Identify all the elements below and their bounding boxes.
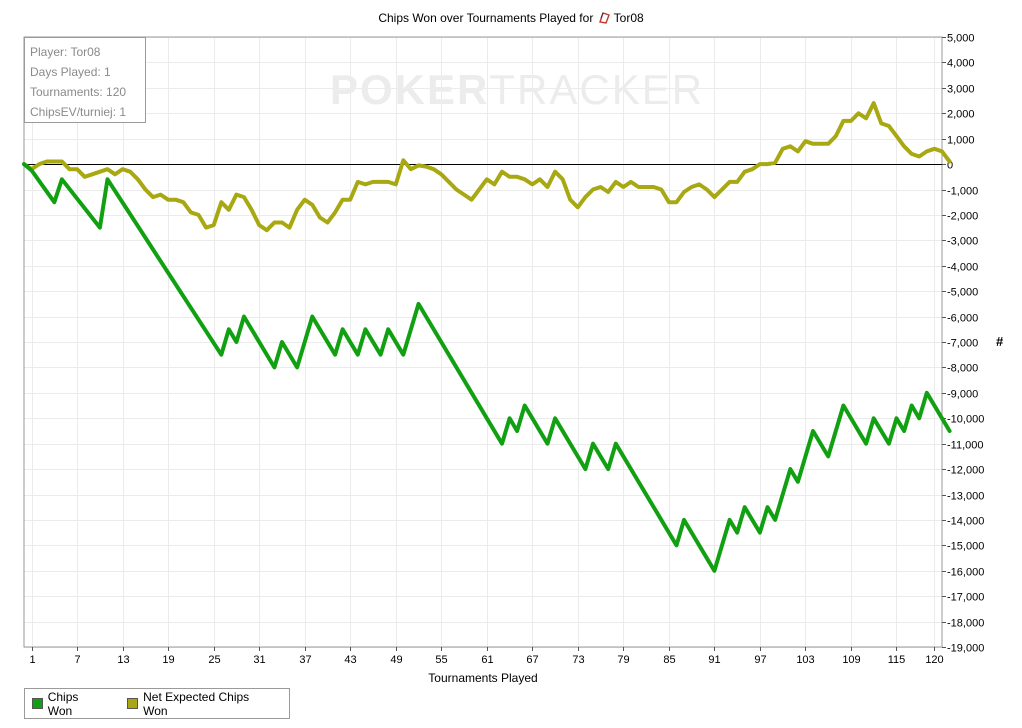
series-line-net-expected-chips-won: [22, 101, 952, 233]
watermark-part2: TRACKER: [489, 66, 705, 113]
y-tick-label: -17,000: [947, 592, 984, 604]
y-tick-label: -16,000: [947, 567, 984, 579]
y-tick-label: 1,000: [947, 135, 975, 147]
y-tick-label: 5,000: [947, 33, 975, 45]
x-tick-label: 37: [299, 654, 311, 666]
series-layer: [22, 101, 952, 573]
x-tick-label: 13: [117, 654, 129, 666]
x-tick-label: 67: [526, 654, 538, 666]
info-chipsev: ChipsEV/turniej: 1: [30, 105, 127, 119]
y-tick-label: -7,000: [947, 338, 978, 350]
legend-swatch-net-expected: [127, 698, 139, 709]
y-tick-label: -8,000: [947, 363, 978, 375]
x-tick-label: 49: [390, 654, 402, 666]
legend-label-chips-won: Chips Won: [47, 689, 79, 718]
x-tick-label: 103: [796, 654, 814, 666]
info-tournaments: Tournaments: 120: [30, 85, 127, 99]
y-tick-label: -18,000: [947, 618, 984, 630]
x-tick-label: 25: [208, 654, 220, 666]
x-tick-label: 43: [344, 654, 356, 666]
info-player: Player: Tor08: [30, 45, 101, 59]
chart-title: Chips Won over Tournaments Played for To…: [0, 11, 1022, 25]
axis-layer: 5,000 4,000 3,000 2,000 1,000 0 -1,000 -2,000 -3…: [23, 33, 984, 666]
x-tick-label: 97: [754, 654, 766, 666]
x-tick-label: 91: [708, 654, 720, 666]
y-tick-label: 0: [947, 160, 953, 172]
y-tick-label: -14,000: [947, 516, 984, 528]
legend-item-net-expected[interactable]: Net Expected Chips Won: [127, 690, 273, 718]
watermark-logo: POKERTRACKER: [330, 66, 704, 114]
watermark-part1: POKER: [330, 66, 490, 113]
y-tick-label: -4,000: [947, 262, 978, 274]
series-line-chips-won: [22, 162, 952, 573]
player-info-box: Player: Tor08 Days Played: 1 Tournaments…: [24, 37, 146, 123]
x-tick-label: 109: [842, 654, 860, 666]
y-tick-label: -1,000: [947, 186, 978, 198]
x-tick-label: 55: [435, 654, 447, 666]
y-tick-label: -10,000: [947, 414, 984, 426]
chart-title-player: Tor08: [613, 11, 644, 25]
x-tick-label: 115: [888, 654, 906, 666]
x-tick-label: 31: [253, 654, 265, 666]
x-tick-label: 61: [481, 654, 493, 666]
x-tick-label: 85: [663, 654, 675, 666]
x-axis-label: Tournaments Played: [428, 671, 538, 685]
y-axis-label: #: [996, 334, 1004, 349]
y-tick-label: -13,000: [947, 491, 984, 503]
x-tick-label: 1: [29, 654, 35, 666]
y-tick-label: 2,000: [947, 109, 975, 121]
chart-legend: Chips Won Net Expected Chips Won: [24, 688, 290, 719]
y-tick-label: 4,000: [947, 58, 975, 70]
site-logo-icon: [598, 12, 610, 24]
y-tick-label: -5,000: [947, 287, 978, 299]
y-tick-label: -11,000: [947, 440, 984, 452]
y-tick-label: -9,000: [947, 389, 978, 401]
y-tick-label: -2,000: [947, 211, 978, 223]
legend-label-net-expected: Net Expected Chips Won: [143, 689, 250, 718]
y-tick-label: -19,000: [947, 643, 984, 655]
x-tick-label: 19: [162, 654, 174, 666]
x-tick-label: 73: [572, 654, 584, 666]
grid-layer: [24, 37, 942, 648]
y-tick-label: -12,000: [947, 465, 984, 477]
x-tick-label: 7: [74, 654, 80, 666]
y-tick-label: -15,000: [947, 541, 984, 553]
legend-swatch-chips-won: [32, 698, 43, 709]
y-tick-label: 3,000: [947, 84, 975, 96]
info-days-played: Days Played: 1: [30, 65, 111, 79]
chart-title-text: Chips Won over Tournaments Played for: [378, 11, 594, 25]
x-tick-label: 120: [925, 654, 943, 666]
x-tick-label: 79: [617, 654, 629, 666]
y-tick-label: -6,000: [947, 313, 978, 325]
legend-item-chips-won[interactable]: Chips Won: [32, 690, 104, 718]
y-tick-label: -3,000: [947, 236, 978, 248]
